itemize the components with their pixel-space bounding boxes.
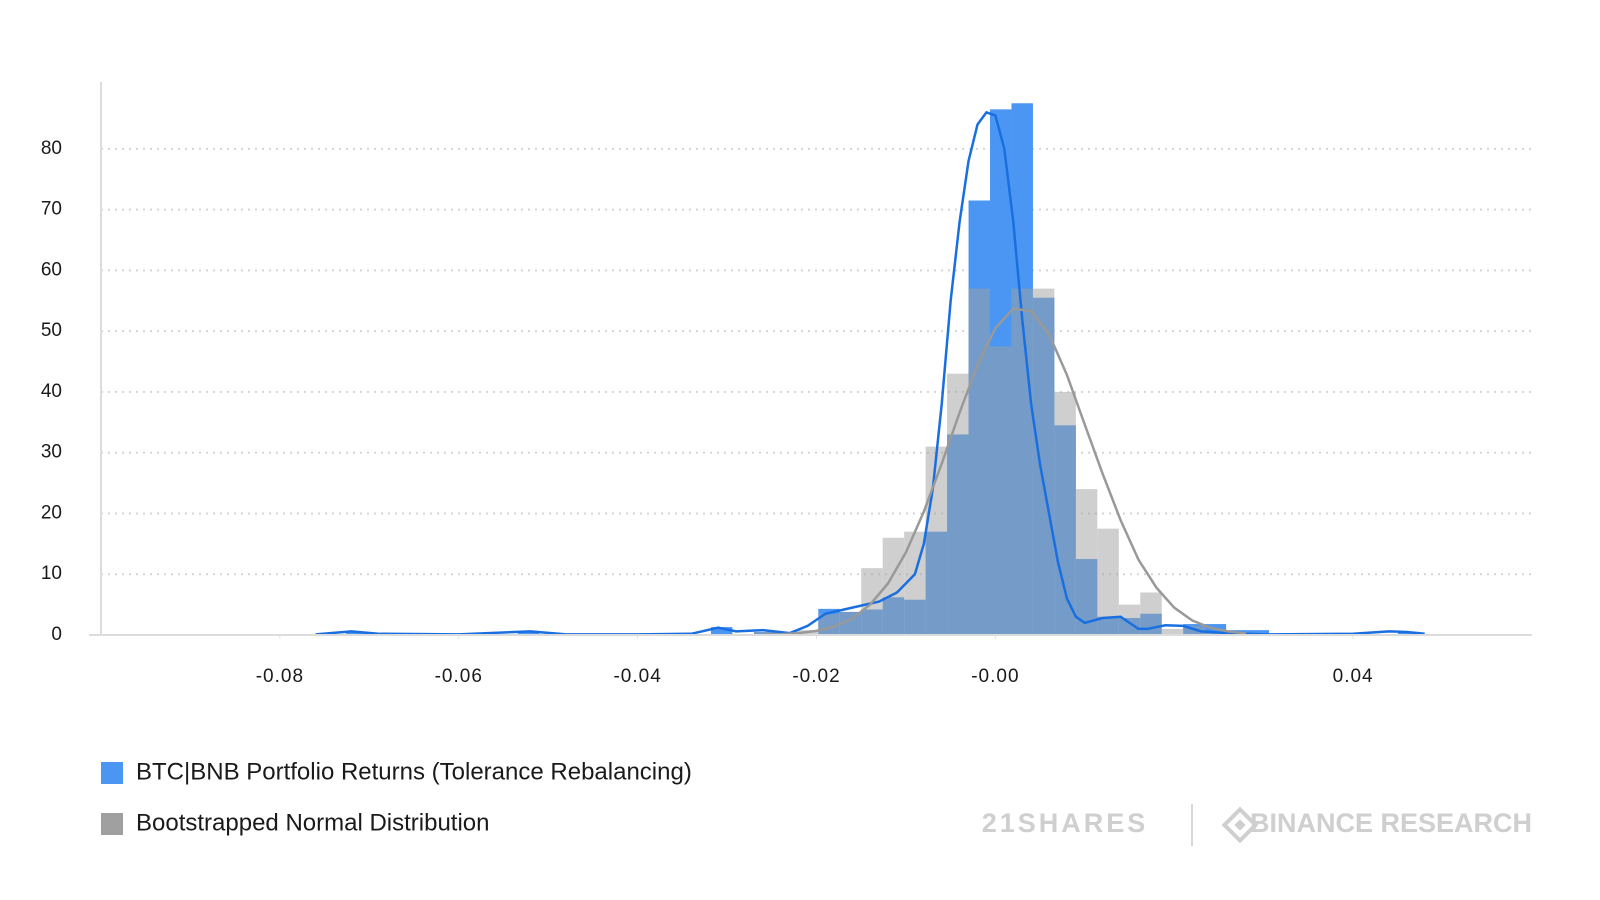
logo-binance: BINANCE RESEARCH bbox=[1250, 808, 1532, 838]
x-tick-label: -0.02 bbox=[792, 666, 840, 687]
histogram-bar bbox=[1118, 604, 1141, 635]
y-tick-label: 40 bbox=[41, 381, 62, 402]
histogram-bar bbox=[517, 631, 540, 635]
histogram-bar bbox=[1161, 628, 1184, 635]
histogram-bar bbox=[1247, 630, 1270, 635]
y-tick-label: 70 bbox=[41, 199, 62, 220]
legend-label: Bootstrapped Normal Distribution bbox=[136, 809, 490, 836]
histogram-bar bbox=[1075, 489, 1098, 635]
histogram-bar bbox=[1140, 592, 1162, 635]
y-tick-label: 0 bbox=[51, 624, 62, 645]
x-tick-label: 0.04 bbox=[1333, 666, 1374, 687]
histogram-bar bbox=[968, 288, 991, 635]
histogram-bar bbox=[990, 346, 1012, 635]
y-tick-label: 30 bbox=[41, 442, 62, 463]
histogram-bar bbox=[1097, 528, 1119, 635]
histogram-bar bbox=[1054, 391, 1076, 635]
histogram-bar bbox=[1011, 288, 1033, 635]
logo-21shares: 21SHARES bbox=[982, 808, 1149, 838]
x-tick-label: -0.06 bbox=[435, 666, 483, 687]
y-tick-label: 10 bbox=[41, 563, 62, 584]
histogram-bar bbox=[839, 611, 862, 635]
x-tick-label: -0.08 bbox=[256, 666, 304, 687]
legend-swatch bbox=[101, 813, 123, 835]
histogram-bar bbox=[710, 627, 733, 635]
x-tick-label: -0.04 bbox=[613, 666, 661, 687]
kde-line bbox=[315, 110, 1425, 636]
y-tick-label: 50 bbox=[41, 320, 62, 341]
binance-icon bbox=[1221, 806, 1259, 844]
legend-label: BTC|BNB Portfolio Returns (Tolerance Reb… bbox=[136, 758, 692, 785]
y-tick-label: 60 bbox=[41, 259, 62, 280]
y-tick-label: 80 bbox=[41, 138, 62, 159]
histogram-bar bbox=[346, 631, 368, 635]
histogram-series bbox=[346, 103, 1420, 636]
histogram-bar bbox=[882, 537, 905, 635]
kde-line bbox=[762, 307, 1246, 636]
histogram-bar bbox=[1032, 288, 1055, 635]
histogram-bar bbox=[947, 373, 969, 635]
histogram-bar bbox=[1397, 631, 1420, 635]
y-tick-label: 20 bbox=[41, 502, 62, 523]
legend-swatch bbox=[101, 762, 123, 784]
x-tick-label: -0.00 bbox=[971, 666, 1019, 687]
